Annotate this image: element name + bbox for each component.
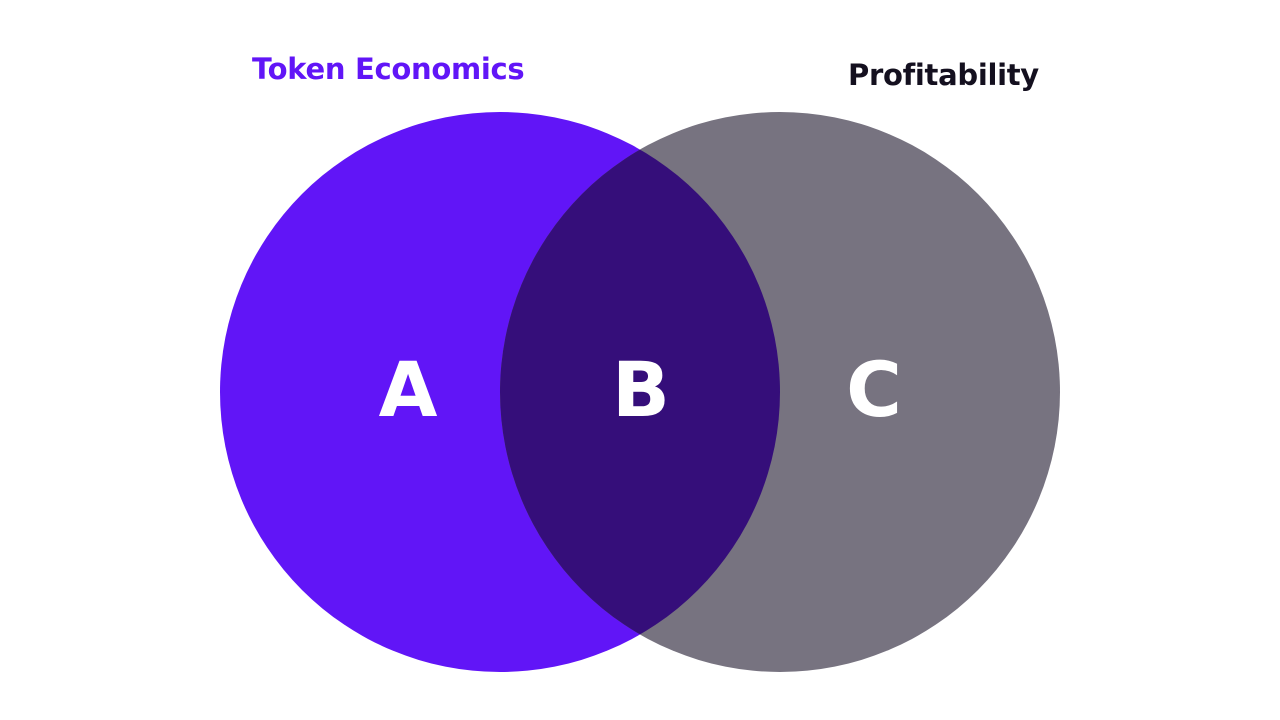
region-letter-b: B [612,345,670,434]
circle-overlap-region [500,112,780,672]
region-letter-c: C [846,345,902,434]
region-letter-a: A [379,345,438,434]
set-label-profitability: Profitability [848,58,1039,92]
set-label-token-economics: Token Economics [252,52,525,86]
